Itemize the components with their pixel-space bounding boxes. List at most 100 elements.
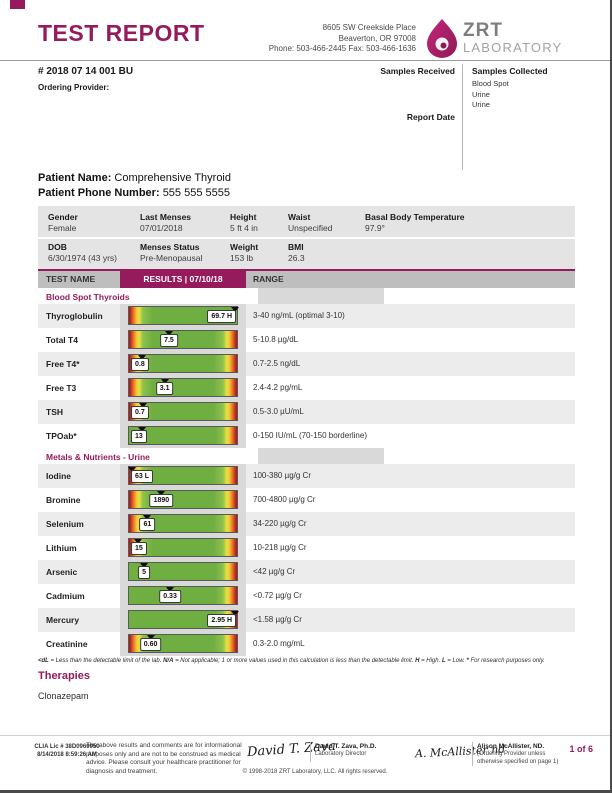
results-table: TEST NAME RESULTS | 07/10/18 RANGE Blood… xyxy=(38,269,575,656)
col-test-name: TEST NAME xyxy=(46,274,96,284)
samples-collected-label: Samples Collected xyxy=(472,66,548,76)
result-cell: 1890 xyxy=(120,488,246,512)
samples-divider xyxy=(462,64,463,170)
legend-abbr: L xyxy=(441,658,446,664)
corner-mark xyxy=(10,0,25,9)
test-name: Creatinine xyxy=(46,639,88,649)
patient-info-box: Gender Female Last Menses 07/01/2018 Height 5… xyxy=(38,206,575,273)
test-name: Total T4 xyxy=(46,335,78,345)
patient-name-label: Patient Name: xyxy=(38,172,112,184)
range-bar: 0.7 xyxy=(128,402,238,421)
samples-received-label: Samples Received xyxy=(380,66,455,76)
result-cell: 0.7 xyxy=(120,400,246,424)
legend-text: = Not applicable; 1 or more values used … xyxy=(173,658,416,664)
section-range-spacer xyxy=(384,448,575,464)
result-marker-icon xyxy=(137,355,146,360)
therapy-item: Clonazepam xyxy=(38,691,89,701)
patient-info-value: 97.9° xyxy=(365,223,385,233)
result-value: 63 L xyxy=(131,470,154,483)
table-row: Free T4* 0.8 0.7-2.5 ng/dL xyxy=(38,352,575,376)
table-row: Arsenic 5 <42 µg/g Cr xyxy=(38,560,575,584)
legend-text: = Less than the detectable limit of the … xyxy=(48,658,164,664)
patient-name-line: Patient Name: Comprehensive Thyroid xyxy=(38,171,231,186)
result-cell: 0.8 xyxy=(120,352,246,376)
range-bar: 13 xyxy=(128,426,238,445)
result-value: 13 xyxy=(131,430,147,443)
result-value: 7.5 xyxy=(160,334,178,347)
director-name: David T. Zava, Ph.D. xyxy=(315,743,377,750)
zrt-logo: ZRT LABORATORY xyxy=(424,18,562,58)
section-row: Metals & Nutrients - Urine xyxy=(38,448,575,464)
result-cell: 5 xyxy=(120,560,246,584)
range-text: 10-218 µg/g Cr xyxy=(253,543,307,552)
range-bar: 0.33 xyxy=(128,586,238,605)
clia-info: CLIA Lic # 38D0960950 8/14/2018 8:59:26 … xyxy=(22,743,112,759)
patient-info-value: Female xyxy=(48,223,77,233)
table-row: Creatinine 0.60 0.3-2.0 mg/mL xyxy=(38,632,575,656)
range-text: 5-10.8 µg/dL xyxy=(253,335,299,344)
result-marker-icon xyxy=(143,515,152,520)
header-divider xyxy=(0,60,610,61)
results-table-header: TEST NAME RESULTS | 07/10/18 RANGE xyxy=(38,269,575,288)
result-marker-icon xyxy=(128,467,137,472)
result-value: 61 xyxy=(139,518,156,531)
patient-info-value: 26.3 xyxy=(288,253,305,263)
table-row: Lithium 15 10-218 µg/g Cr xyxy=(38,536,575,560)
patient-info-value: Unspecified xyxy=(288,223,333,233)
result-cell: 2.95 H xyxy=(120,608,246,632)
range-bar: 0.8 xyxy=(128,354,238,373)
footer-divider xyxy=(0,735,610,736)
range-text: 3-40 ng/mL (optimal 3-10) xyxy=(246,304,575,328)
result-cell: 69.7 H xyxy=(120,304,246,328)
patient-info-label: Menses Status xyxy=(140,242,200,252)
director-role: Laboratory Director xyxy=(315,751,367,757)
patient-info-label: Weight xyxy=(230,242,259,252)
result-value: 0.33 xyxy=(159,590,181,603)
table-row: Cadmium 0.33 <0.72 µg/g Cr xyxy=(38,584,575,608)
zrt-drop-icon xyxy=(427,19,457,58)
logo-brand: ZRT xyxy=(463,19,503,41)
range-text: 0.3-2.0 mg/mL xyxy=(253,639,305,648)
patient-info-label: Gender xyxy=(48,212,78,222)
test-name: Bromine xyxy=(46,495,81,505)
signature-divider xyxy=(472,742,473,766)
director-signature-label: David T. Zava, Ph.D. Laboratory Director xyxy=(315,743,385,759)
test-name: Arsenic xyxy=(38,560,120,584)
footer-disclaimer: The above results and comments are for i… xyxy=(86,742,242,775)
logo-sub: LABORATORY xyxy=(463,39,563,55)
result-value: 0.60 xyxy=(139,638,162,651)
range-bar: 3.1 xyxy=(128,378,238,397)
legend-footnote: <dL = Less than the detectable limit of … xyxy=(38,658,578,664)
test-name: TPOab* xyxy=(46,431,77,441)
result-value: 3.1 xyxy=(155,382,174,395)
patient-info-label: Last Menses xyxy=(140,212,192,222)
patient-info-value: Pre-Menopausal xyxy=(140,253,203,263)
result-cell: 3.1 xyxy=(120,376,246,400)
patient-info-cell: Height 5 ft 4 in xyxy=(230,212,288,234)
table-row: Thyroglobulin 69.7 H 3-40 ng/mL (optimal 3… xyxy=(38,304,575,328)
range-bar: 63 L xyxy=(128,466,238,485)
patient-phone-line: Patient Phone Number: 555 555 5555 xyxy=(38,186,231,201)
patient-name-value: Comprehensive Thyroid xyxy=(114,172,231,184)
legend-abbr: * xyxy=(466,658,469,664)
test-name: Iodine xyxy=(38,464,120,488)
sample-collected-item: Urine xyxy=(472,100,490,109)
legend-text: = Low. xyxy=(445,658,467,664)
result-cell: 15 xyxy=(120,536,246,560)
col-range: RANGE xyxy=(253,274,284,284)
range-text: 0.5-3.0 µU/mL xyxy=(246,400,575,424)
patient-info-label: Basal Body Temperature xyxy=(365,212,465,222)
table-row: Total T4 7.5 5-10.8 µg/dL xyxy=(38,328,575,352)
result-marker-icon xyxy=(146,635,155,640)
result-marker-icon xyxy=(140,563,149,568)
patient-info-value: 153 lb xyxy=(230,253,254,263)
range-text: <42 µg/g Cr xyxy=(246,560,575,584)
table-row: Iodine 63 L 100-380 µg/g Cr xyxy=(38,464,575,488)
range-bar: 0.60 xyxy=(128,634,238,653)
address-line: 8605 SW Creekside Place xyxy=(322,23,416,32)
range-bar: 2.95 H xyxy=(128,610,239,629)
sample-collected-item: Urine xyxy=(472,89,490,99)
samples-collected-list: Blood Spot Urine Urine xyxy=(472,79,509,111)
range-text: 34-220 µg/g Cr xyxy=(246,512,575,536)
ordering-provider-label: Ordering Provider: xyxy=(38,83,110,92)
